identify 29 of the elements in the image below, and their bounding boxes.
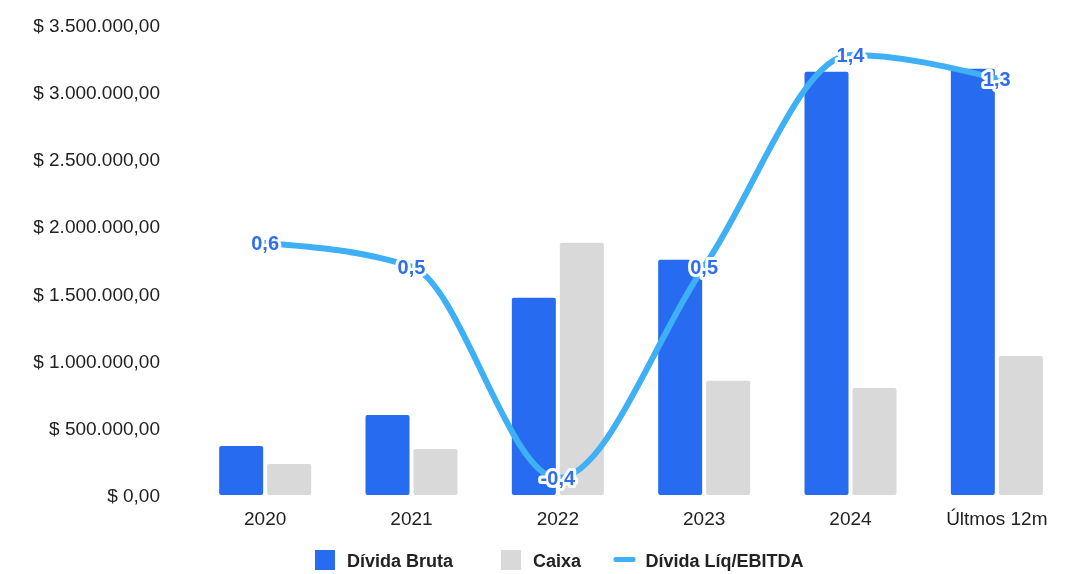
data-label: 0,5 [690, 255, 719, 278]
bar [267, 464, 312, 495]
y-tick-label: $ 3.500.000,00 [33, 15, 160, 36]
data-label: 1,3 [982, 67, 1011, 90]
legend-label: Dívida Bruta [347, 551, 455, 571]
bar [365, 414, 410, 495]
y-tick-label: $ 0,00 [107, 485, 160, 506]
bar [706, 380, 751, 495]
y-tick-label: $ 1.000.000,00 [33, 350, 160, 372]
bar [852, 387, 897, 495]
bar [219, 445, 264, 495]
data-label: 0,5 [397, 255, 426, 278]
x-tick-label: 2021 [390, 508, 433, 529]
y-tick-label: $ 1.500.000,00 [33, 283, 160, 305]
y-tick-label: $ 2.000.000,00 [33, 216, 160, 238]
x-tick-label: Últmos 12m [946, 508, 1048, 529]
y-tick-label: $ 500.000,00 [49, 417, 160, 439]
x-tick-label: 2020 [244, 508, 287, 529]
legend-label: Caixa [533, 551, 583, 571]
x-tick-label: 2024 [829, 508, 873, 529]
x-tick-label: 2023 [683, 508, 726, 529]
bar [804, 71, 849, 495]
bar [998, 355, 1043, 495]
legend-label: Dívida Líq/EBITDA [645, 551, 804, 571]
x-tick-label: 2022 [536, 508, 579, 529]
data-label: -0,4 [540, 467, 576, 489]
y-tick-label: $ 2.500.000,00 [33, 149, 160, 171]
y-tick-label: $ 3.000.000,00 [33, 82, 160, 104]
bar [413, 448, 458, 495]
